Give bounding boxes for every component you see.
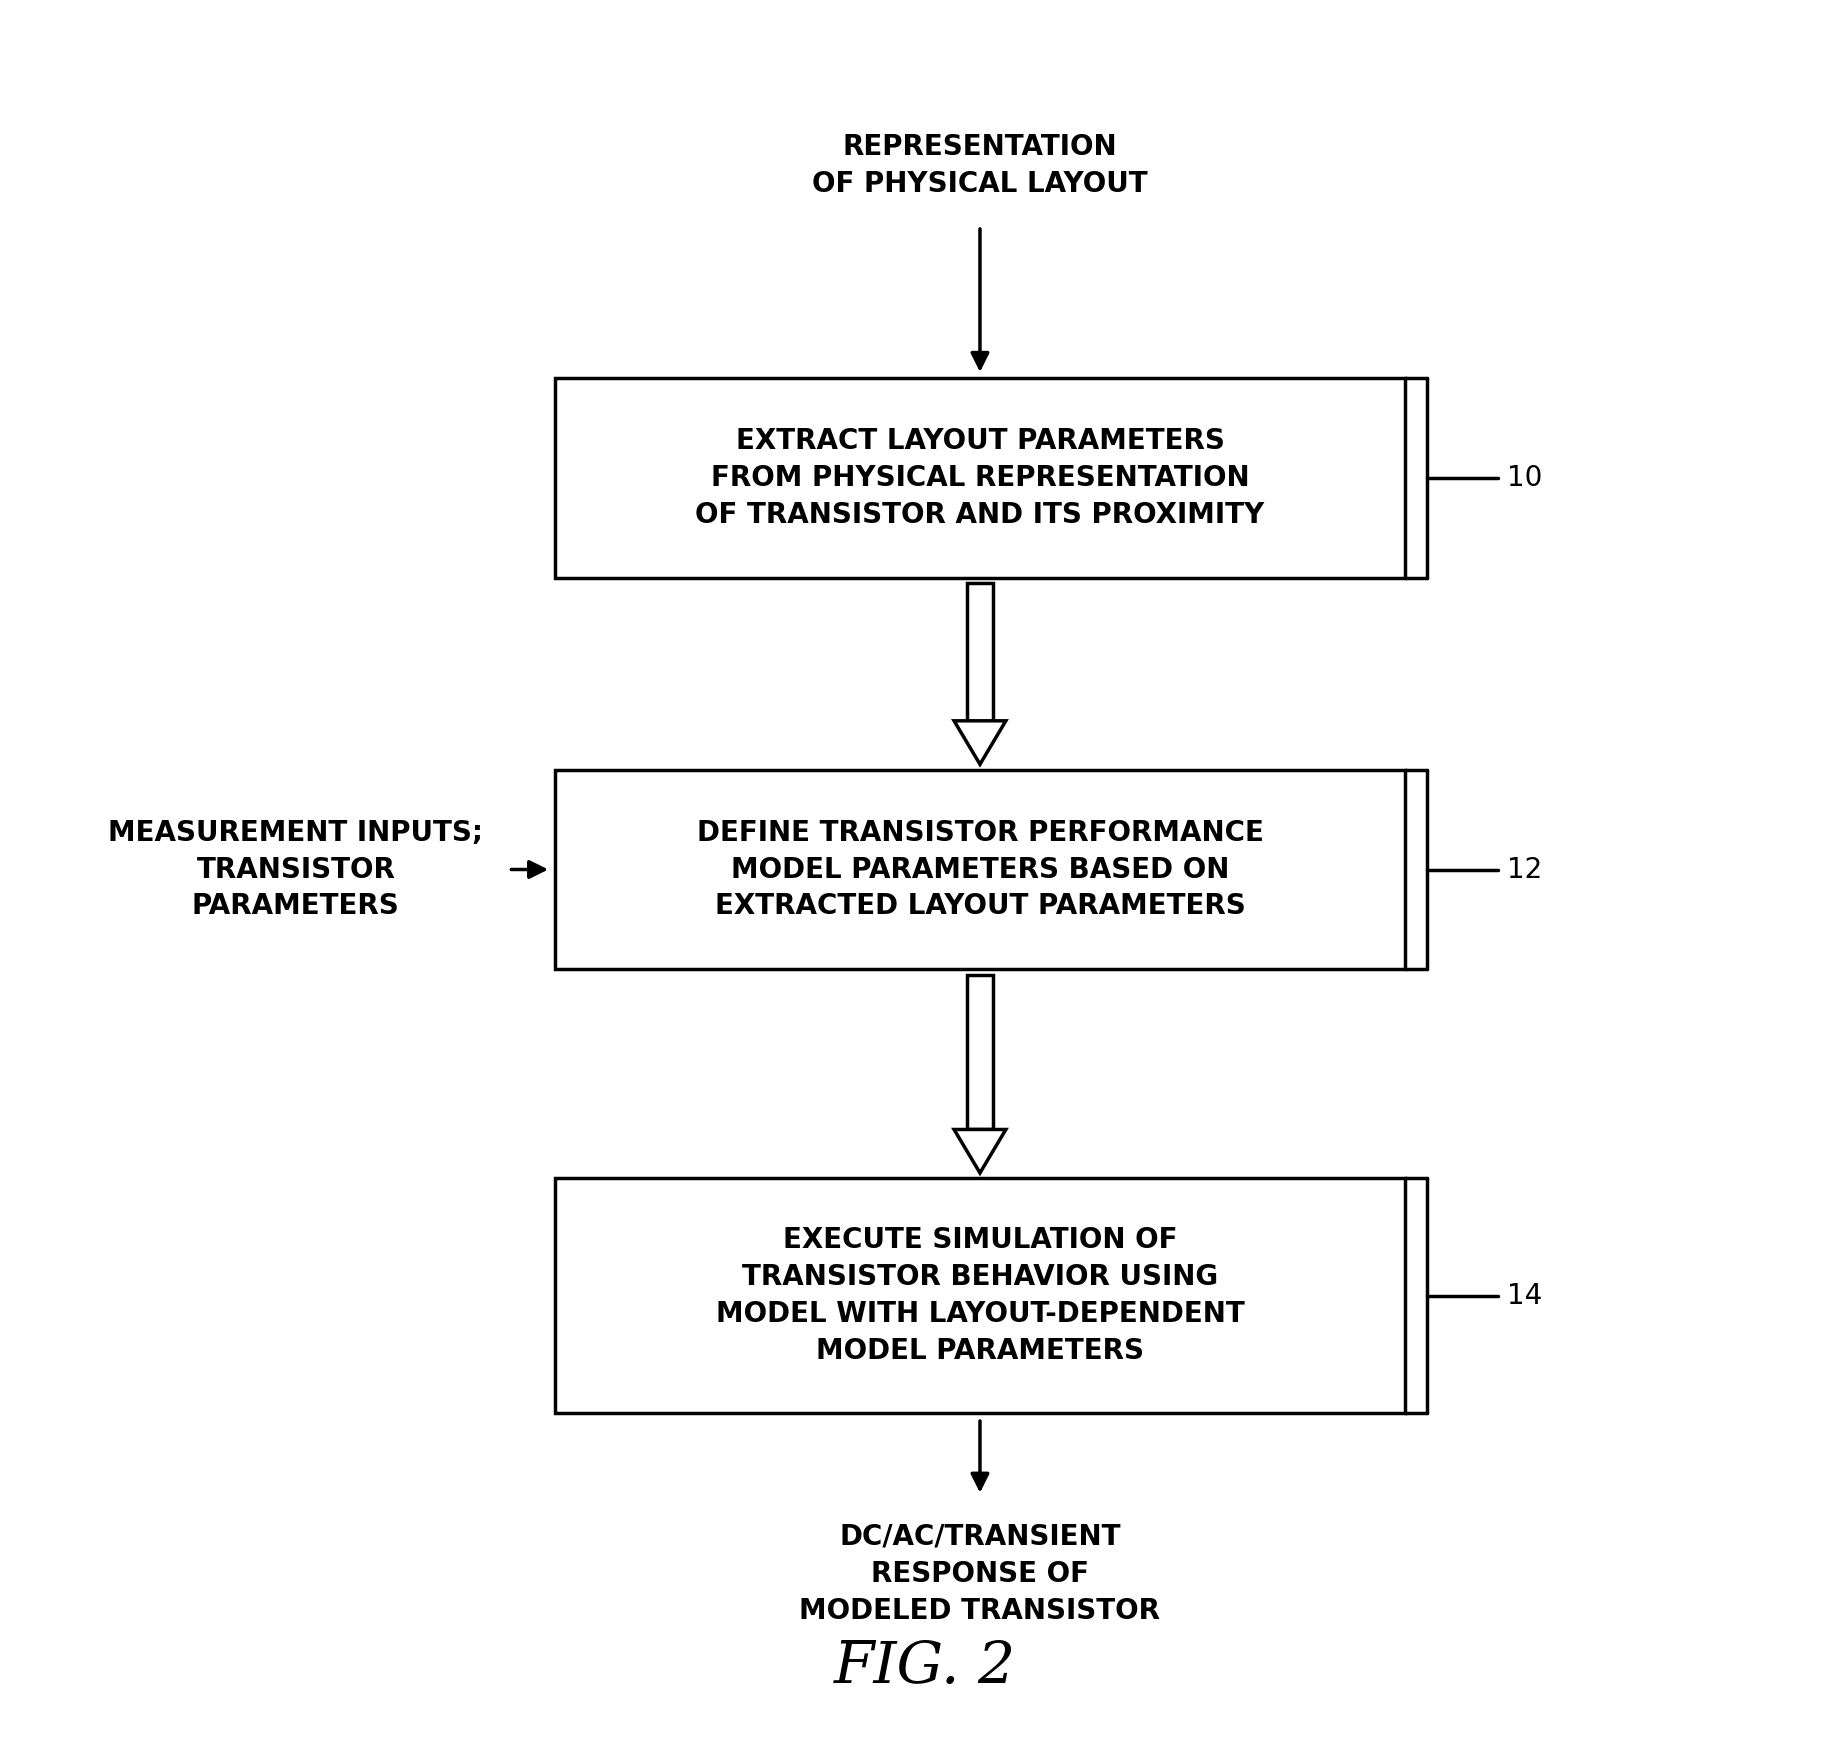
Bar [554,769,1404,969]
Bar [554,379,1404,577]
Text: 14: 14 [1506,1282,1541,1309]
Bar [967,584,992,720]
Text: DC/AC/TRANSIENT
RESPONSE OF
MODELED TRANSISTOR: DC/AC/TRANSIENT RESPONSE OF MODELED TRAN… [798,1523,1161,1624]
Text: MEASUREMENT INPUTS;
TRANSISTOR
PARAMETERS: MEASUREMENT INPUTS; TRANSISTOR PARAMETER… [109,819,482,920]
Bar [967,974,992,1130]
Text: FIG. 2: FIG. 2 [833,1640,1015,1696]
Text: DEFINE TRANSISTOR PERFORMANCE
MODEL PARAMETERS BASED ON
EXTRACTED LAYOUT PARAMET: DEFINE TRANSISTOR PERFORMANCE MODEL PARA… [697,819,1262,920]
Polygon shape [954,1130,1005,1172]
Text: 12: 12 [1506,856,1541,883]
Text: 10: 10 [1506,464,1541,492]
Text: EXTRACT LAYOUT PARAMETERS
FROM PHYSICAL REPRESENTATION
OF TRANSISTOR AND ITS PRO: EXTRACT LAYOUT PARAMETERS FROM PHYSICAL … [695,428,1264,529]
Text: EXECUTE SIMULATION OF
TRANSISTOR BEHAVIOR USING
MODEL WITH LAYOUT-DEPENDENT
MODE: EXECUTE SIMULATION OF TRANSISTOR BEHAVIO… [715,1226,1244,1365]
Text: REPRESENTATION
OF PHYSICAL LAYOUT: REPRESENTATION OF PHYSICAL LAYOUT [811,132,1148,198]
Bar [554,1179,1404,1412]
Polygon shape [954,720,1005,765]
